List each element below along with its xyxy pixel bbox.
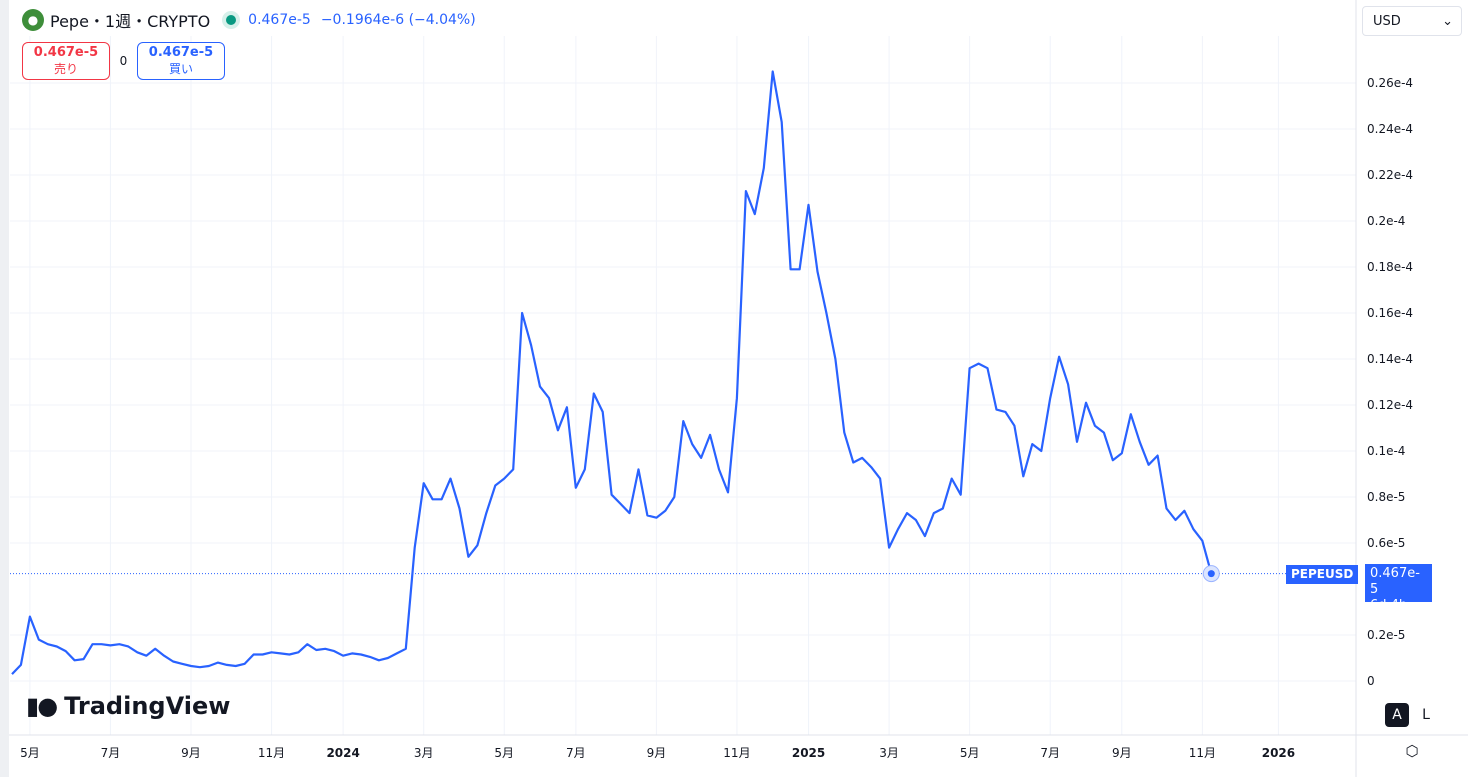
y-tick-label: 0 [1367, 674, 1375, 688]
x-tick-label: 3月 [879, 746, 899, 760]
last-price-tag-value: 0.467e-5 [1370, 566, 1420, 597]
bar-countdown: 6d 4h [1370, 598, 1408, 613]
y-tick-label: 0.22e-4 [1367, 168, 1413, 182]
x-tick-label: 7月 [1040, 746, 1060, 760]
y-tick-label: 0.6e-5 [1367, 536, 1405, 550]
left-edge [0, 0, 9, 777]
settings-gear-icon[interactable]: ⬡ [1405, 742, 1419, 760]
y-tick-label: 0.2e-4 [1367, 214, 1405, 228]
sell-label: 売り [53, 62, 78, 76]
last-price-tag: 0.467e-5 6d 4h [1365, 564, 1432, 613]
price-series [10, 70, 1356, 675]
chart-grid [10, 36, 1356, 735]
x-tick-label: 11月 [723, 746, 750, 760]
y-tick-label: 0.1e-4 [1367, 444, 1405, 458]
x-tick-label: 9月 [647, 746, 667, 760]
pepe-logo-icon: ● [22, 9, 44, 31]
spread-value: 0 [119, 54, 128, 68]
log-scale-button[interactable]: L [1414, 703, 1438, 727]
x-tick-label: 7月 [101, 746, 121, 760]
last-price: 0.467e-5 [248, 12, 311, 28]
sell-button[interactable]: 0.467e-5 売り [22, 42, 110, 80]
y-tick-label: 0.14e-4 [1367, 352, 1413, 366]
x-tick-label: 2025 [792, 746, 825, 760]
y-tick-label: 0.18e-4 [1367, 260, 1413, 274]
tradingview-logo-icon: ▮● [26, 692, 58, 720]
y-tick-label: 0.24e-4 [1367, 122, 1413, 136]
sell-price: 0.467e-5 [33, 45, 99, 60]
price-line[interactable] [11, 70, 1213, 675]
auto-scale-button[interactable]: A [1385, 703, 1409, 727]
currency-select[interactable]: USD ⌄ [1362, 6, 1462, 36]
last-point-marker[interactable] [1207, 570, 1215, 578]
x-tick-label: 3月 [414, 746, 434, 760]
x-tick-label: 7月 [566, 746, 586, 760]
x-tick-label: 2026 [1262, 746, 1295, 760]
price-change: −0.1964e-6 (−4.04%) [320, 12, 476, 28]
symbol-title[interactable]: Pepe・1週・CRYPTO [50, 12, 211, 31]
currency-value: USD [1373, 13, 1401, 29]
y-tick-label: 0.16e-4 [1367, 306, 1413, 320]
chevron-down-icon: ⌄ [1442, 13, 1453, 29]
y-tick-label: 0.2e-5 [1367, 628, 1405, 642]
buy-button[interactable]: 0.467e-5 買い [137, 42, 225, 80]
x-tick-label: 5月 [960, 746, 980, 760]
y-tick-label: 0.12e-4 [1367, 398, 1413, 412]
x-tick-label: 2024 [326, 746, 359, 760]
tradingview-watermark[interactable]: ▮● TradingView [26, 692, 230, 720]
chart-legend: ● Pepe・1週・CRYPTO 0.467e-5 −0.1964e-6 (−4… [22, 8, 476, 32]
y-tick-label: 0.8e-5 [1367, 490, 1405, 504]
y-tick-label: 0.26e-4 [1367, 76, 1413, 90]
x-tick-label: 9月 [1112, 746, 1132, 760]
buy-label: 買い [168, 62, 193, 76]
x-tick-label: 5月 [20, 746, 40, 760]
trade-buttons: 0.467e-5 売り 0 0.467e-5 買い [22, 42, 225, 80]
symbol-tag: PEPEUSD [1286, 565, 1359, 584]
x-tick-label: 11月 [258, 746, 285, 760]
x-tick-label: 9月 [181, 746, 201, 760]
x-tick-label: 5月 [494, 746, 514, 760]
buy-price: 0.467e-5 [148, 45, 214, 60]
x-tick-label: 11月 [1189, 746, 1216, 760]
tradingview-text: TradingView [64, 692, 231, 720]
market-status-icon[interactable] [226, 15, 237, 25]
